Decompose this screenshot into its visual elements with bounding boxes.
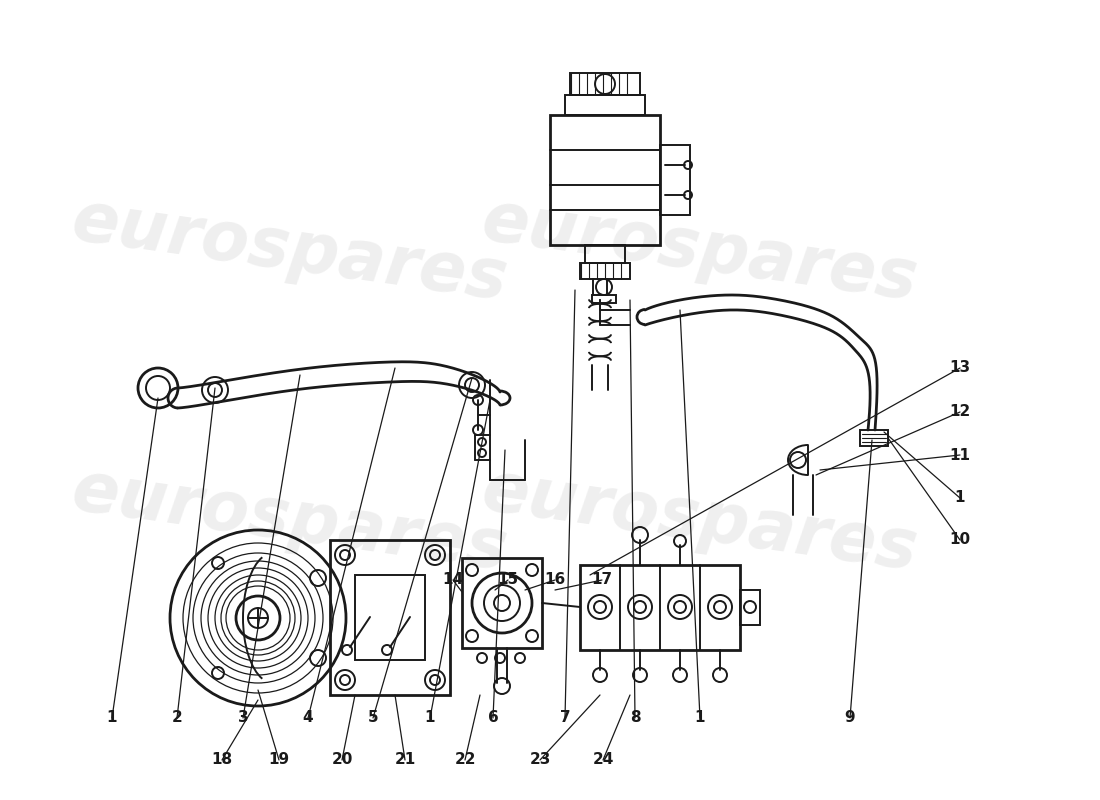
Text: eurospares: eurospares [477, 456, 922, 584]
Bar [355, 575, 425, 660]
Text: 7: 7 [560, 710, 570, 726]
Text: eurospares: eurospares [477, 186, 922, 314]
Bar [550, 115, 660, 245]
Text: 14: 14 [442, 573, 463, 587]
Text: 21: 21 [395, 753, 416, 767]
Text: 9: 9 [845, 710, 856, 726]
Text: 12: 12 [949, 405, 970, 419]
Bar [585, 245, 625, 263]
Text: eurospares: eurospares [68, 456, 513, 584]
Bar [462, 558, 542, 648]
Text: 17: 17 [592, 573, 613, 587]
Text: 5: 5 [367, 710, 378, 726]
Text: 1: 1 [107, 710, 118, 726]
Text: eurospares: eurospares [68, 186, 513, 314]
Bar [570, 73, 640, 95]
Bar [660, 145, 690, 215]
Bar [580, 565, 740, 650]
Text: 11: 11 [949, 447, 970, 462]
Bar [740, 590, 760, 625]
Bar [580, 263, 630, 279]
Text: 23: 23 [529, 753, 551, 767]
Text: 16: 16 [544, 573, 565, 587]
Text: 19: 19 [268, 753, 289, 767]
Text: 1: 1 [695, 710, 705, 726]
Text: 4: 4 [302, 710, 313, 726]
Text: 24: 24 [592, 753, 614, 767]
Text: 15: 15 [497, 573, 518, 587]
Bar [330, 540, 450, 695]
Text: 6: 6 [487, 710, 498, 726]
Text: 8: 8 [629, 710, 640, 726]
Bar [592, 295, 616, 303]
Text: 10: 10 [949, 533, 970, 547]
Text: 20: 20 [331, 753, 353, 767]
Text: 3: 3 [238, 710, 249, 726]
Text: 2: 2 [172, 710, 183, 726]
Bar [860, 430, 888, 446]
Text: 1: 1 [955, 490, 966, 506]
Text: 13: 13 [949, 361, 970, 375]
Text: 1: 1 [425, 710, 436, 726]
Text: 22: 22 [454, 753, 475, 767]
Bar [565, 95, 645, 115]
Text: 18: 18 [211, 753, 232, 767]
